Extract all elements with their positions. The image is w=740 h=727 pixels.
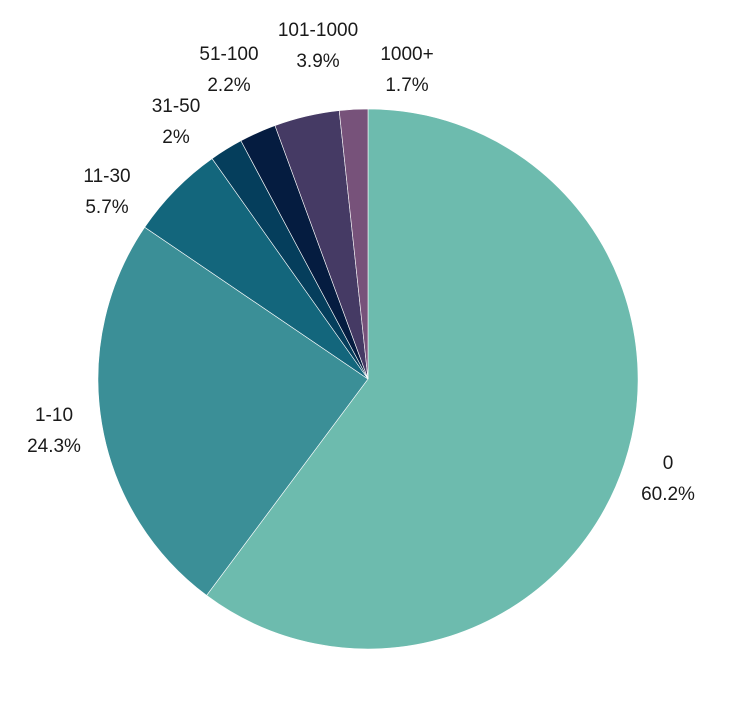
slice-value-label: 1.7% [385, 75, 428, 96]
slice-category-label: 1000+ [380, 44, 433, 65]
pie-slice-1-10 [97, 226, 369, 596]
pie-slice-0 [206, 108, 639, 650]
slice-category-label: 0 [663, 453, 674, 474]
slice-value-label: 3.9% [296, 51, 339, 72]
slice-value-label: 2% [162, 127, 190, 148]
pie-slice-1000plus [338, 108, 369, 380]
slice-value-label: 24.3% [27, 436, 81, 457]
slice-value-label: 5.7% [85, 197, 128, 218]
pie-slices [97, 108, 639, 650]
slice-category-label: 1-10 [35, 405, 73, 426]
slice-value-label: 2.2% [207, 75, 250, 96]
slice-category-label: 51-100 [199, 44, 258, 65]
slice-category-label: 101-1000 [278, 20, 358, 41]
pie-labels: 0 60.2% 1-10 24.3% 11-30 5.7% 31-50 2% 51-100 2.2… [27, 20, 695, 505]
slice-category-label: 11-30 [83, 166, 130, 187]
slice-category-label: 31-50 [152, 96, 201, 117]
slice-value-label: 60.2% [641, 484, 695, 505]
